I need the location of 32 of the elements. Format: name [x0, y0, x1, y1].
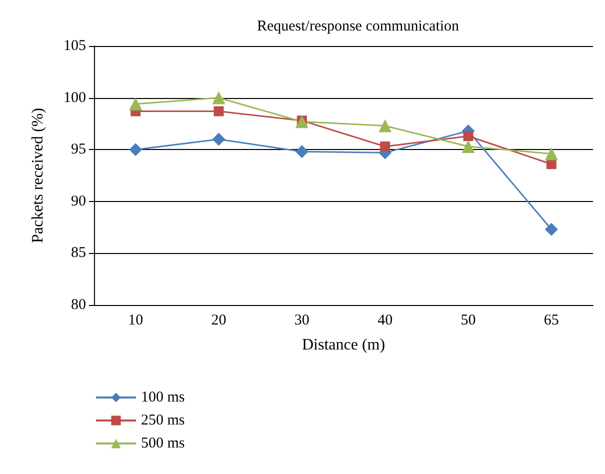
point — [546, 159, 556, 170]
x-tick-label: 30 — [294, 312, 310, 328]
point — [462, 140, 475, 153]
point — [378, 119, 392, 132]
y-tick-label: 90 — [71, 193, 86, 210]
x-axis-title: Distance (m) — [302, 336, 386, 354]
point — [463, 131, 474, 142]
point — [295, 115, 308, 128]
y-axis-title: Packets received (%) — [30, 108, 46, 244]
point — [129, 98, 142, 111]
y-tick-label: 100 — [64, 90, 86, 106]
y-tick-label: 85 — [71, 245, 86, 262]
x-tick-label: 65 — [544, 312, 559, 328]
point — [212, 132, 226, 146]
y-tick-label: 80 — [71, 297, 86, 313]
x-tick-label: 40 — [378, 312, 393, 328]
point — [129, 143, 142, 156]
point — [380, 141, 390, 152]
point — [214, 106, 224, 116]
y-tick-label: 95 — [71, 142, 86, 158]
point — [295, 145, 308, 158]
y-tick-label: 105 — [64, 38, 86, 54]
x-tick-label: 10 — [128, 312, 144, 328]
point — [212, 91, 226, 104]
legend-label: 250 ms — [141, 412, 185, 428]
x-tick-label: 20 — [211, 312, 226, 328]
chart-title: Request/response communication — [256, 18, 460, 34]
legend-label: 500 ms — [141, 436, 185, 452]
legend-label: 100 ms — [141, 390, 185, 406]
point — [544, 147, 558, 160]
x-tick-label: 50 — [460, 312, 476, 328]
point — [544, 222, 558, 236]
